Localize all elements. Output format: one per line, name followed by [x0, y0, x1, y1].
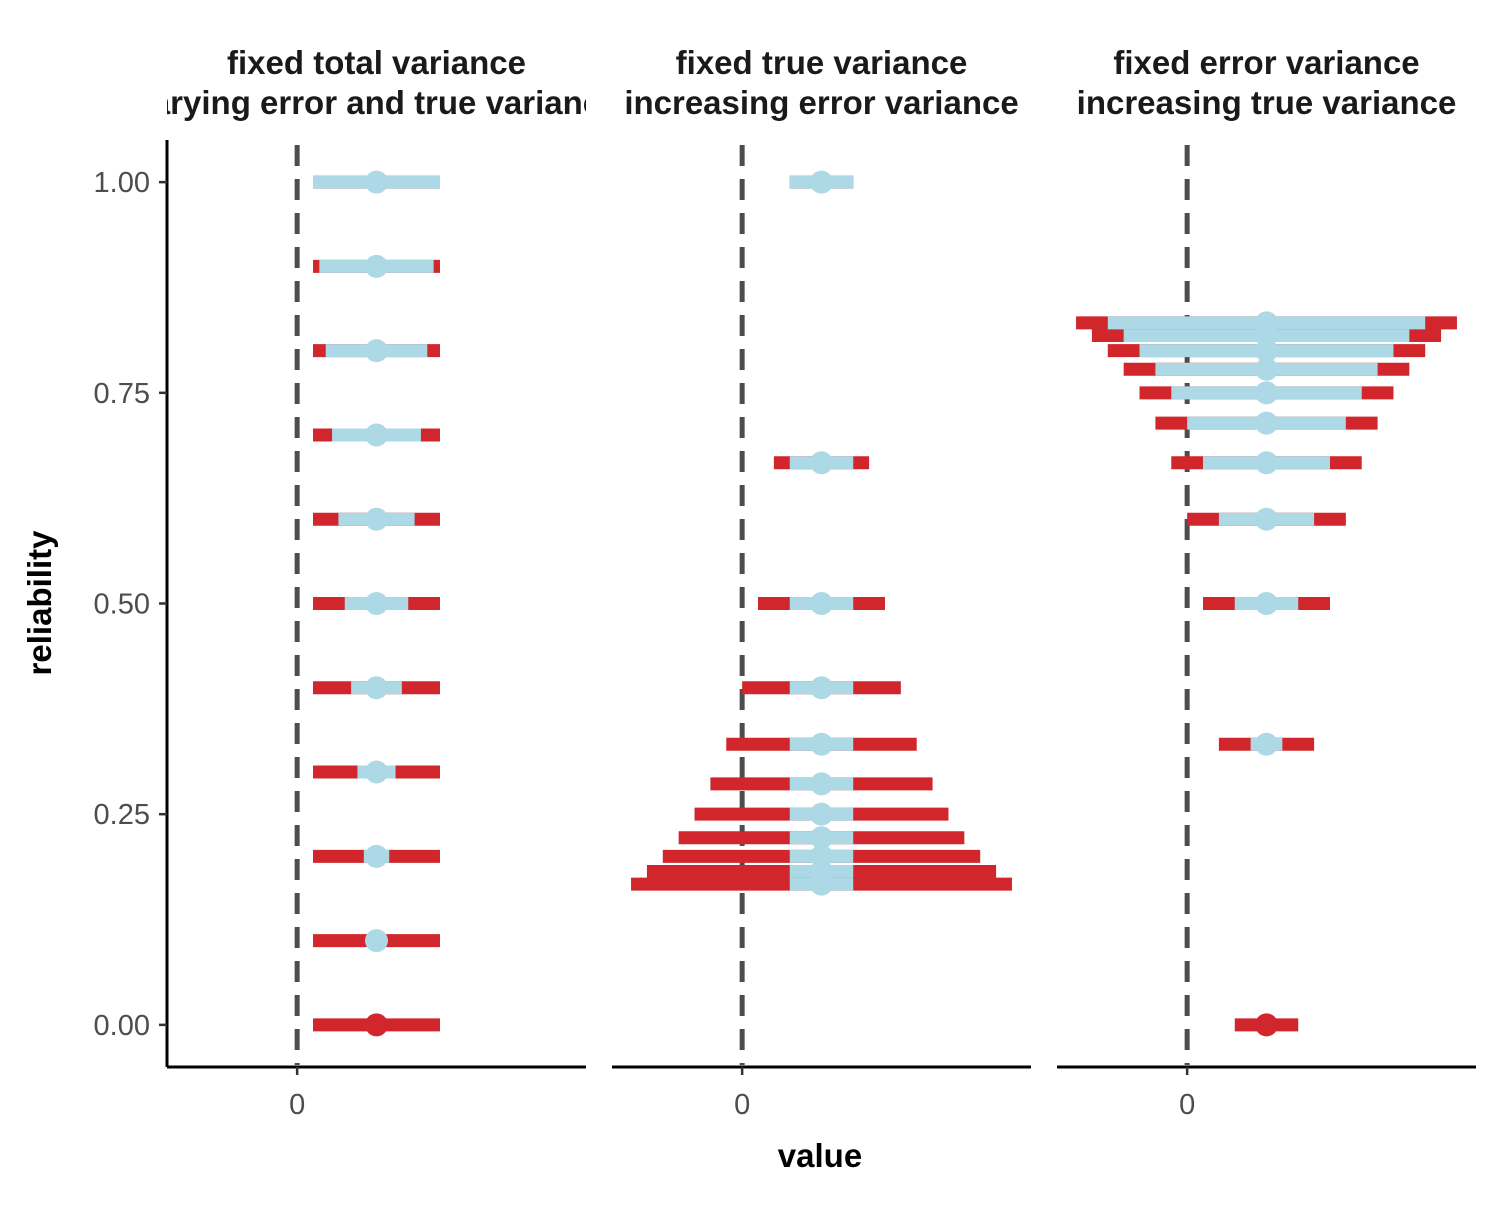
point-estimate	[810, 802, 833, 826]
point-estimate	[810, 772, 833, 796]
point-estimate	[1255, 507, 1278, 531]
x-tick-label: 0	[734, 1089, 750, 1121]
panel-title-line1: fixed error variance	[1113, 44, 1419, 81]
y-axis-title: reliability	[21, 530, 58, 676]
panel-title-line1: fixed true variance	[676, 44, 968, 81]
y-tick-label: 0.75	[94, 378, 150, 410]
panel-title-line2: increasing true variance	[1077, 84, 1457, 121]
point-estimate	[365, 170, 388, 194]
point-estimate	[1255, 732, 1278, 756]
point-estimate	[810, 592, 833, 615]
y-tick-label: 1.00	[94, 167, 150, 199]
point-estimate	[810, 826, 833, 850]
point-estimate	[1255, 411, 1278, 435]
point-estimate	[365, 1013, 388, 1037]
point-estimate	[365, 507, 388, 531]
point-estimate	[365, 760, 388, 784]
y-tick-label: 0.00	[94, 1010, 150, 1042]
panel-title-line1: fixed total variance	[227, 44, 526, 81]
x-tick-label: 0	[289, 1089, 305, 1121]
x-tick-label: 0	[1179, 1089, 1195, 1121]
point-estimate	[1255, 381, 1278, 405]
point-estimate	[1255, 1013, 1278, 1037]
point-estimate	[810, 451, 833, 475]
point-estimate	[1255, 451, 1278, 475]
point-estimate	[365, 592, 388, 615]
panel-title-line2: varying error and true variance	[133, 84, 619, 121]
point-estimate	[365, 929, 388, 953]
point-estimate	[810, 872, 833, 896]
point-estimate	[365, 423, 388, 447]
point-estimate	[1255, 357, 1278, 381]
y-tick-label: 0.50	[94, 589, 150, 621]
point-estimate	[1255, 592, 1278, 615]
point-estimate	[365, 339, 388, 363]
point-estimate	[365, 254, 388, 278]
point-estimate	[810, 676, 833, 700]
point-estimate	[1255, 311, 1278, 335]
point-estimate	[365, 844, 388, 868]
point-estimate	[365, 676, 388, 700]
x-axis-title: value	[778, 1137, 862, 1174]
point-estimate	[810, 732, 833, 756]
y-tick-label: 0.25	[94, 799, 150, 831]
point-estimate	[810, 170, 833, 194]
panel-title-line2: increasing error variance	[624, 84, 1018, 121]
